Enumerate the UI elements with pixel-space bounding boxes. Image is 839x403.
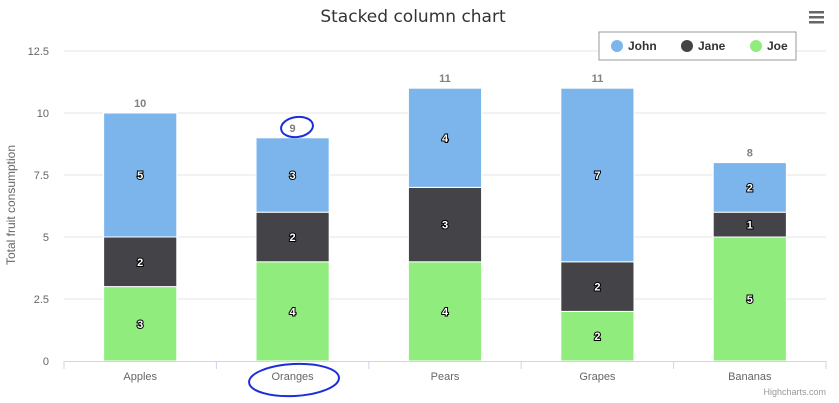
x-tick-label: Grapes: [579, 371, 616, 383]
bar-segment-joe[interactable]: [255, 261, 330, 362]
data-label: 2: [594, 331, 600, 343]
bar-segment-joe[interactable]: [560, 310, 635, 362]
bar-segment-jane[interactable]: [103, 236, 178, 288]
stack-total-label: 8: [747, 148, 753, 160]
legend-item-jane[interactable]: Jane: [681, 39, 726, 53]
data-label: 2: [747, 182, 753, 194]
legend: John Jane Joe: [598, 31, 797, 61]
y-tick-label: 5: [43, 232, 49, 244]
data-label: 3: [442, 220, 448, 232]
data-label: 3: [137, 319, 143, 331]
legend-label: Joe: [767, 39, 788, 53]
y-axis-label: Total fruit consumption: [4, 145, 18, 265]
stack-total-label: 11: [439, 73, 451, 85]
legend-box: [598, 31, 797, 61]
y-tick-label: 10: [37, 108, 49, 120]
hamburger-menu-icon[interactable]: [804, 6, 834, 30]
x-tick-label: Pears: [431, 371, 460, 383]
x-axis-ticks: Apples Oranges Pears Grapes Bananas: [63, 361, 827, 383]
annotation-circle-total: [280, 115, 314, 139]
legend-symbol: [611, 40, 623, 52]
data-label: 4: [290, 306, 297, 318]
data-label: 3: [290, 170, 296, 182]
bar-segment-jane[interactable]: [560, 261, 635, 312]
data-label: 2: [290, 232, 296, 244]
data-label: 2: [594, 282, 600, 294]
data-label: 4: [442, 306, 449, 318]
bar-segment-john[interactable]: [712, 162, 787, 213]
x-tick-label: Bananas: [728, 371, 772, 383]
data-label: 7: [594, 170, 600, 182]
stack-total-label: 10: [134, 98, 146, 110]
y-tick-label: 2.5: [34, 294, 49, 306]
credits-link[interactable]: Highcharts.com: [763, 387, 826, 397]
stack-total-label: 9: [290, 123, 296, 135]
data-label: 5: [137, 170, 143, 182]
bars: 3 2 5 10 4 2 3 9 4 3 4 11 2 2 7 11 5 1 2 8: [103, 73, 787, 362]
data-label: 5: [747, 294, 753, 306]
stack-total-label: 11: [592, 73, 604, 85]
y-axis-ticks: 0 2.5 5 7.5 10 12.5: [28, 46, 49, 368]
bar-segment-john[interactable]: [407, 87, 483, 188]
annotation-circle-oranges: [248, 362, 340, 398]
x-tick-label: Oranges: [271, 371, 314, 383]
data-label: 1: [747, 220, 753, 232]
bar-segment-jane[interactable]: [255, 211, 330, 263]
y-tick-label: 0: [43, 356, 49, 368]
bar-segment-joe[interactable]: [712, 236, 787, 362]
legend-label: John: [628, 39, 657, 53]
legend-item-joe[interactable]: Joe: [750, 39, 788, 53]
bar-segment-joe[interactable]: [103, 286, 178, 362]
y-tick-label: 7.5: [34, 170, 49, 182]
bar-segment-jane[interactable]: [407, 186, 483, 263]
legend-symbol: [681, 40, 693, 52]
data-label: 2: [137, 257, 143, 269]
bar-segment-john[interactable]: [560, 87, 635, 263]
data-label: 4: [442, 133, 449, 145]
bar-segment-john[interactable]: [103, 112, 178, 238]
legend-item-john[interactable]: John: [611, 39, 657, 53]
legend-label: Jane: [698, 39, 726, 53]
chart-title: Stacked column chart: [320, 7, 506, 27]
y-tick-label: 12.5: [28, 46, 49, 58]
legend-symbol: [750, 40, 762, 52]
x-tick-label: Apples: [123, 371, 157, 383]
